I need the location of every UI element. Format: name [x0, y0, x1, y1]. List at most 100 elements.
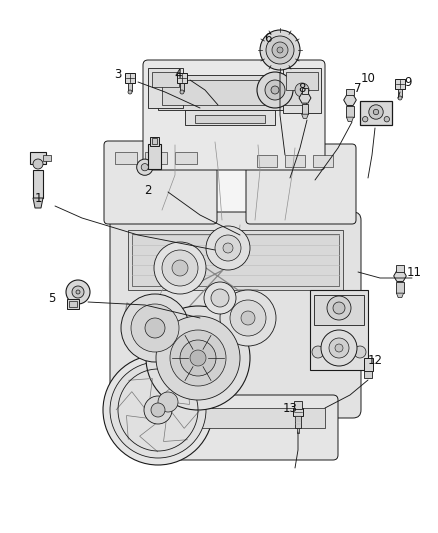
Bar [158, 75, 310, 110]
Bar [180, 83, 184, 91]
Ellipse shape [108, 133, 356, 423]
Circle shape [128, 90, 132, 94]
Bar [177, 73, 187, 83]
Circle shape [170, 330, 226, 386]
Circle shape [76, 290, 80, 294]
Circle shape [144, 396, 172, 424]
Circle shape [131, 304, 179, 352]
Circle shape [121, 294, 189, 362]
Text: 4: 4 [174, 69, 182, 82]
Text: 10: 10 [360, 71, 375, 85]
Bar [30, 152, 46, 164]
Bar [115, 152, 137, 164]
Bar [155, 408, 325, 428]
Circle shape [384, 117, 389, 122]
Circle shape [172, 260, 188, 276]
Bar [283, 68, 321, 113]
FancyBboxPatch shape [143, 395, 338, 460]
Bar [125, 73, 135, 83]
Text: 8: 8 [298, 82, 306, 94]
Circle shape [33, 159, 43, 169]
Circle shape [220, 290, 276, 346]
FancyBboxPatch shape [104, 141, 217, 224]
Bar [395, 79, 405, 89]
Circle shape [151, 403, 165, 417]
Bar [346, 89, 353, 95]
Bar [285, 155, 305, 167]
Bar [175, 152, 197, 164]
Circle shape [156, 316, 240, 400]
Bar [43, 155, 51, 161]
Circle shape [230, 300, 266, 336]
Bar [293, 408, 303, 416]
Circle shape [241, 311, 255, 325]
Circle shape [335, 344, 343, 352]
Bar [313, 155, 333, 167]
Bar [294, 401, 302, 409]
Circle shape [180, 340, 216, 376]
Circle shape [146, 306, 250, 410]
Circle shape [141, 164, 148, 171]
Bar [150, 136, 159, 146]
Circle shape [145, 318, 165, 338]
Text: 9: 9 [404, 76, 412, 88]
Polygon shape [344, 94, 356, 106]
Circle shape [363, 117, 368, 122]
Bar [185, 110, 275, 125]
Circle shape [110, 362, 206, 458]
Circle shape [72, 286, 84, 298]
Text: 3: 3 [114, 69, 122, 82]
Circle shape [312, 346, 324, 358]
Bar [195, 115, 265, 123]
Bar [302, 88, 308, 94]
Circle shape [354, 346, 366, 358]
FancyBboxPatch shape [143, 60, 325, 170]
Bar [145, 152, 167, 164]
Bar [396, 265, 403, 271]
Circle shape [180, 90, 184, 94]
Bar [310, 290, 368, 370]
Bar [148, 68, 183, 108]
Bar [162, 80, 306, 105]
Text: 12: 12 [367, 353, 382, 367]
Bar [346, 106, 353, 117]
Circle shape [266, 36, 294, 64]
Circle shape [162, 250, 198, 286]
Circle shape [333, 302, 345, 314]
Circle shape [327, 296, 351, 320]
Bar [296, 416, 300, 428]
Bar [128, 230, 343, 290]
Bar [132, 234, 339, 286]
Bar [148, 144, 161, 169]
Text: 7: 7 [354, 82, 362, 94]
Circle shape [158, 392, 178, 412]
Text: 11: 11 [406, 265, 421, 279]
Polygon shape [299, 93, 311, 103]
Text: 1: 1 [34, 191, 42, 205]
Bar [128, 83, 132, 91]
Bar [398, 89, 402, 97]
Circle shape [137, 159, 153, 175]
Bar [152, 139, 157, 144]
Polygon shape [346, 117, 353, 122]
Polygon shape [394, 271, 406, 281]
Circle shape [206, 226, 250, 270]
Bar [33, 170, 43, 198]
Bar [364, 371, 371, 378]
Circle shape [154, 242, 206, 294]
Circle shape [272, 42, 288, 58]
Polygon shape [302, 114, 308, 118]
FancyBboxPatch shape [110, 212, 361, 418]
Circle shape [277, 47, 283, 53]
Bar [396, 282, 403, 293]
Circle shape [295, 83, 309, 97]
Circle shape [260, 30, 300, 70]
Text: 2: 2 [144, 183, 152, 197]
Bar [297, 428, 299, 433]
Bar [69, 301, 77, 307]
Circle shape [190, 350, 206, 366]
Text: 13: 13 [283, 401, 297, 415]
Circle shape [204, 282, 236, 314]
Text: 6: 6 [264, 31, 272, 44]
Polygon shape [396, 293, 403, 297]
